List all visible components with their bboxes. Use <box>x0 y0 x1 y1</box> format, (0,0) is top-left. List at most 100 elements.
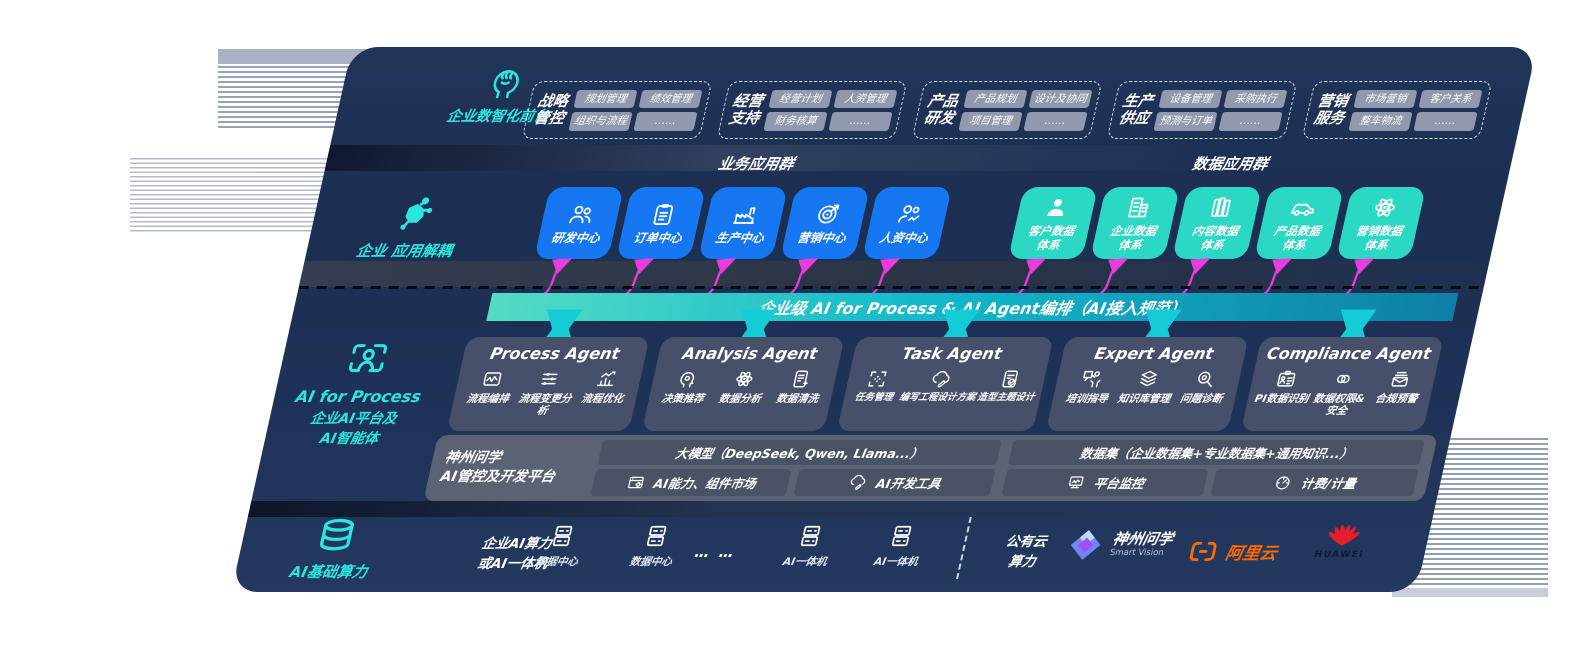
process-agent-box: Process Agent 流程编排 流程变更分析 流程优化 <box>446 337 650 431</box>
tile-customer-data: 客户数据 体系 <box>1008 187 1098 259</box>
module-chip: 组织与流程 <box>568 112 633 131</box>
car-icon <box>1286 194 1319 221</box>
data-apps-header: 数据应用群 <box>1190 155 1270 173</box>
design-check-icon <box>997 368 1024 390</box>
huawei-logo: HUAWEI <box>1313 521 1371 560</box>
data-tiles: 客户数据 体系 企业数据 体系 内容数据 体系 产品数据 体系 营销数据 体系 <box>1008 187 1426 259</box>
books-icon <box>1204 194 1237 221</box>
main-panel: 企业数智化前台 战略 管控 规划管理 绩效管理 组织与流程 …… 经营 支持 经营计… <box>231 47 1538 592</box>
module-chip: 预测与订单 <box>1153 112 1218 131</box>
database-icon <box>309 515 363 559</box>
tile-rd-center: 研发中心 <box>534 187 624 259</box>
module-chip: 规划管理 <box>573 89 638 108</box>
model-bar: 大模型（DeepSeek, Qwen, Llama...） <box>597 440 1002 465</box>
shenzhou-diamond-icon <box>1070 530 1101 560</box>
diagnose-icon <box>1192 368 1219 390</box>
rings-icon <box>1330 368 1357 390</box>
module-chip: 绩效管理 <box>638 89 703 108</box>
people-chart-icon <box>892 201 925 228</box>
public-cloud-label: 公有云 算力 <box>1004 534 1049 570</box>
id-card-icon <box>1273 368 1300 390</box>
datacenter-node: 数据中心 <box>519 523 601 569</box>
module-chip: 设计及协同 <box>1028 89 1093 108</box>
dashed-divider-line <box>298 286 1485 289</box>
module-chip: 产品规划 <box>963 89 1028 108</box>
factory-icon <box>728 201 761 228</box>
orchestration-bar: 企业级 AI for Process & AI Agent编排（AI接入规范） <box>486 293 1459 321</box>
shelf-divider-3 <box>247 501 1437 517</box>
module-chip: 项目管理 <box>958 112 1023 131</box>
module-chip: …… <box>633 112 698 131</box>
layers-icon <box>1135 368 1162 390</box>
module-chip: 采购执行 <box>1223 89 1288 108</box>
ai-layer-label: AI for Process 企业AI平台及 AI智能体 <box>263 337 456 449</box>
billing-metering: 计费/计量 <box>1210 469 1419 496</box>
sliders-icon <box>536 368 563 390</box>
deco-band-top-left <box>218 49 368 64</box>
clipboard-icon <box>646 201 679 228</box>
huawei-flower-icon <box>1328 524 1360 546</box>
atom-icon <box>1368 194 1401 221</box>
business-tiles: 研发中心 订单中心 生产中心 营销中心 人资中心 <box>534 187 952 259</box>
alibaba-cloud-logo: 阿里云 <box>1185 539 1280 564</box>
analysis-agent-box: Analysis Agent 决策推荐 数据分析 数据清洗 <box>641 337 845 431</box>
platform-bar: 神州问学 AI管控及开发平台 大模型（DeepSeek, Qwen, Llama.… <box>423 435 1438 501</box>
compliance-agent-box: Compliance Agent PI数据识别 数据权限&安全 合规预警 <box>1240 337 1444 431</box>
module-chip: 经营计划 <box>768 89 833 108</box>
deco-stripes-left <box>130 158 335 234</box>
datacenter-node: 数据中心 <box>613 523 695 569</box>
platform-monitoring: 平台监控 <box>1001 469 1209 496</box>
platform-model-group: 大模型（DeepSeek, Qwen, Llama...） AI能力、组件市场 … <box>590 440 1002 496</box>
server-icon <box>547 523 579 549</box>
atom-icon <box>731 368 758 390</box>
tile-content-data: 内容数据 体系 <box>1172 187 1262 259</box>
front-group-strategy: 战略 管控 规划管理 绩效管理 组织与流程 …… <box>521 81 713 139</box>
task-grid-icon <box>864 368 891 390</box>
front-group-marketing: 营销 服务 市场营销 客户关系 整车物流 …… <box>1301 81 1493 139</box>
molecule-icon <box>387 193 438 235</box>
server-icon <box>886 523 918 549</box>
business-apps-header: 业务应用群 <box>716 155 796 173</box>
module-chip: 整车物流 <box>1348 112 1413 131</box>
ai-dev-tools: AI开发工具 <box>793 469 996 496</box>
module-chip: …… <box>828 112 893 131</box>
person-icon <box>1040 194 1073 221</box>
ai-appliance-node: AI一体机 <box>767 523 849 569</box>
tile-production-center: 生产中心 <box>698 187 788 259</box>
training-icon <box>1078 368 1105 390</box>
front-groups-row: 战略 管控 规划管理 绩效管理 组织与流程 …… 经营 支持 经营计划 人资管理 财… <box>521 81 1493 139</box>
module-chip: 客户关系 <box>1418 89 1483 108</box>
tile-hr-center: 人资中心 <box>862 187 952 259</box>
module-chip: 人资管理 <box>833 89 898 108</box>
platform-label: 神州问学 AI管控及开发平台 <box>438 450 557 485</box>
vertical-dashed-divider <box>956 517 972 579</box>
module-chip: …… <box>1218 112 1283 131</box>
ai-capability-market: AI能力、组件市场 <box>590 469 792 496</box>
tile-enterprise-data: 企业数据 体系 <box>1090 187 1180 259</box>
scan-person-icon <box>339 337 395 383</box>
server-icon <box>795 523 827 549</box>
deco-band-bottom-right <box>1392 588 1548 597</box>
team-icon <box>564 201 597 228</box>
module-chip: 设备管理 <box>1158 89 1223 108</box>
agents-row: Process Agent 流程编排 流程变更分析 流程优化 Analysis … <box>446 337 1444 431</box>
cloud-edit-icon <box>928 368 955 390</box>
head-idea-icon <box>674 368 701 390</box>
flow-monitor-icon <box>479 368 506 390</box>
gauge-icon <box>1271 473 1294 492</box>
doc-clean-icon <box>788 368 815 390</box>
tile-marketing-data: 营销数据 体系 <box>1336 187 1426 259</box>
task-agent-box: Task Agent 任务管理 编写工程设计方案 造型主题设计 <box>836 337 1054 431</box>
tile-marketing-center: 营销中心 <box>780 187 870 259</box>
cyan-double-arrows <box>538 309 1377 349</box>
brain-icon <box>482 63 528 101</box>
ellipsis-nodes: … … <box>693 543 739 561</box>
server-icon <box>641 523 673 549</box>
market-icon <box>624 473 647 492</box>
tile-order-center: 订单中心 <box>616 187 706 259</box>
expert-agent-box: Expert Agent 培训指导 知识库管理 问题诊断 <box>1045 337 1249 431</box>
ai-appliance-node: AI一体机 <box>858 523 940 569</box>
alibaba-bracket-icon <box>1189 541 1217 561</box>
front-group-production: 生产 供应 设备管理 采购执行 预测与订单 …… <box>1106 81 1298 139</box>
